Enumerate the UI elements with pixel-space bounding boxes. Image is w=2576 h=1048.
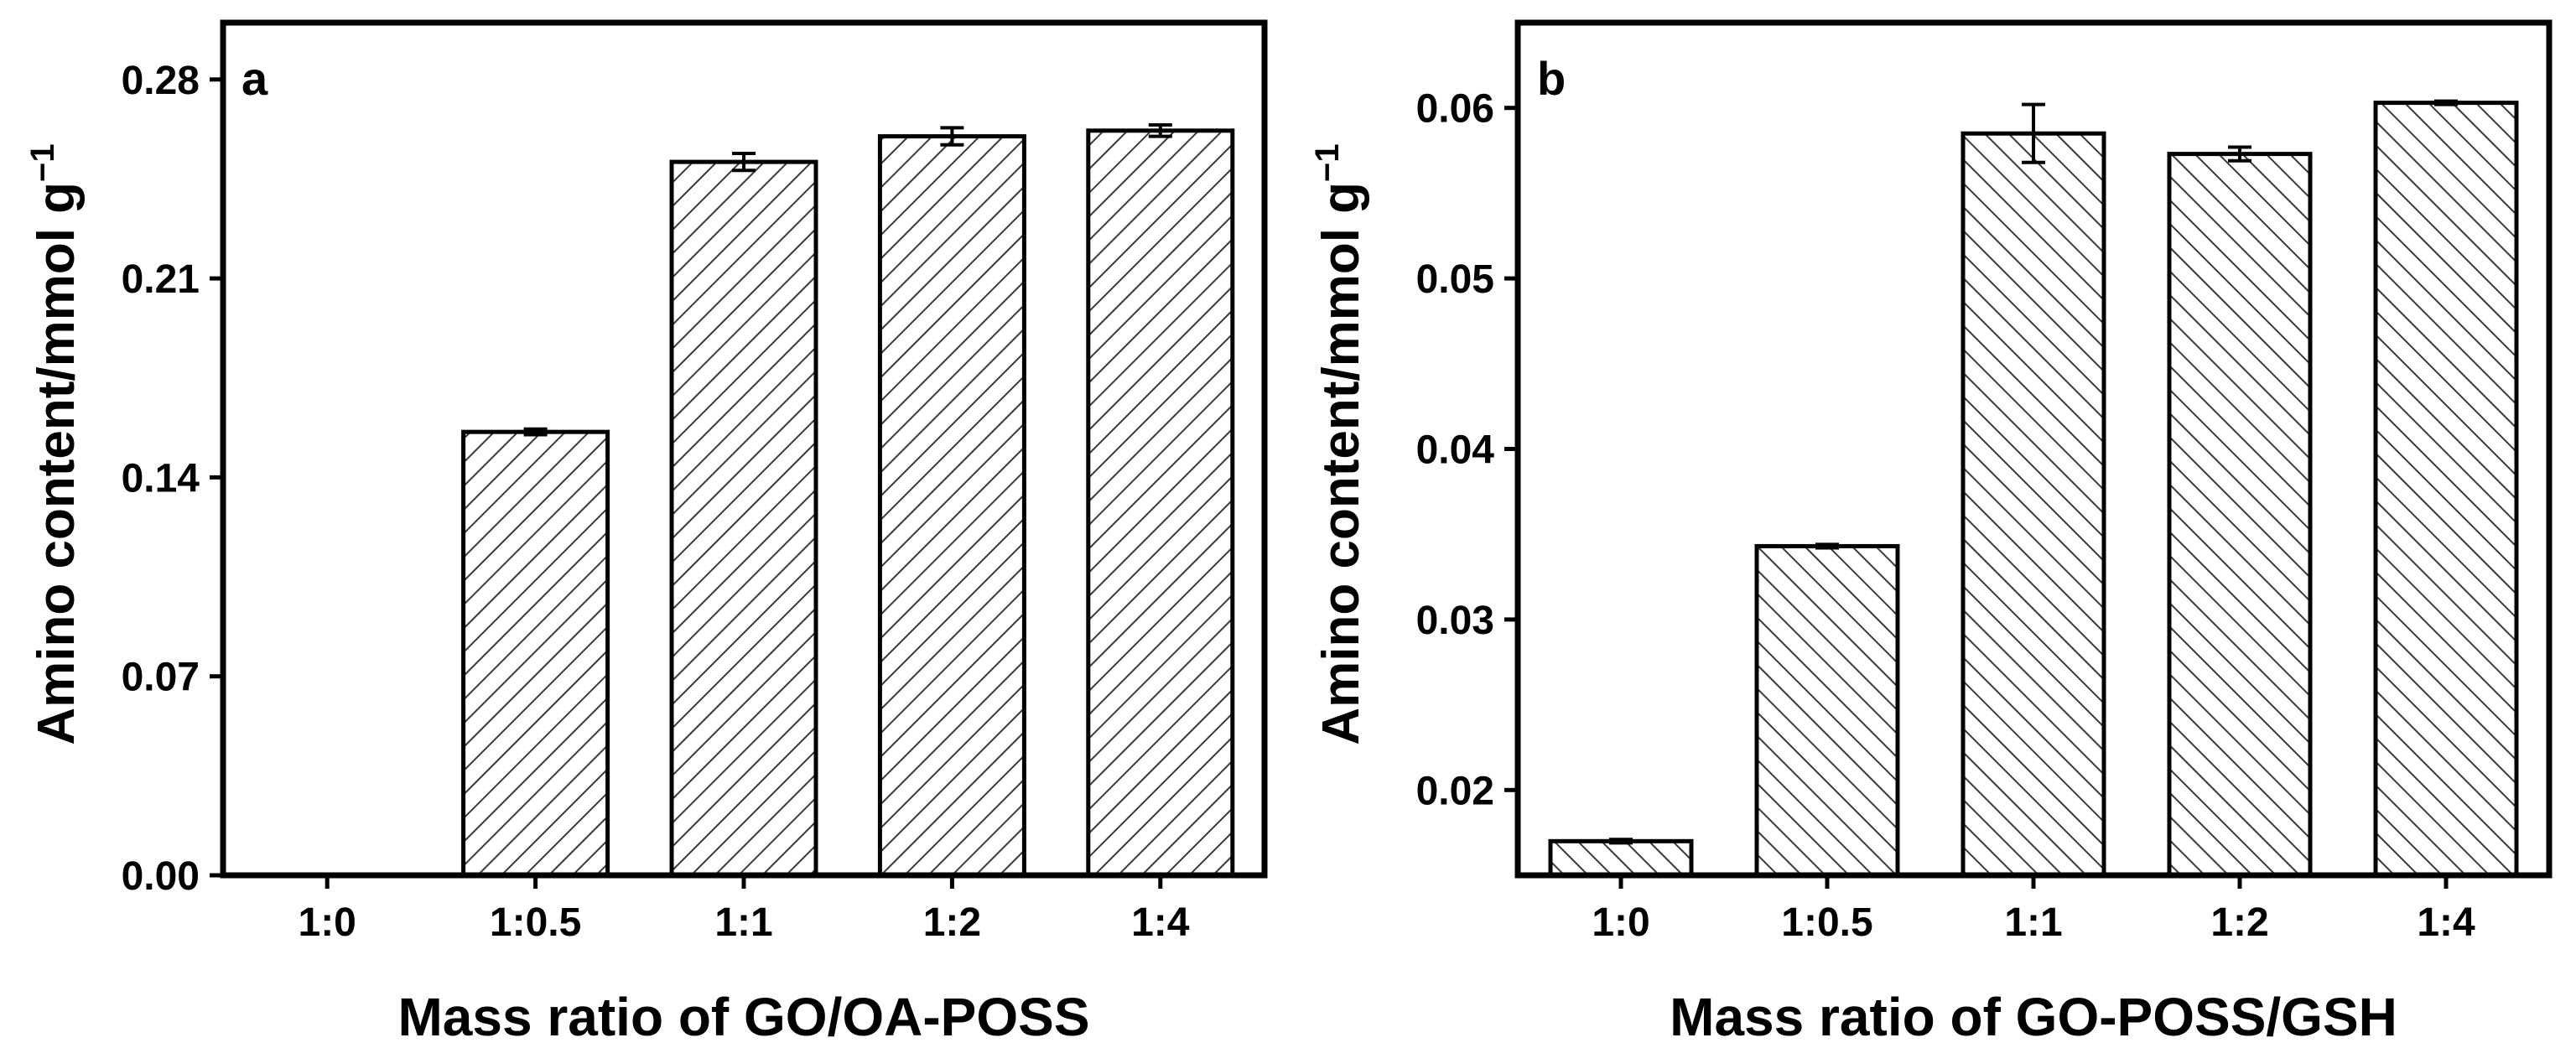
panel-b-y-tick-label: 0.06 <box>1416 87 1494 132</box>
panel-a-x-tick-label: 1:4 <box>1131 900 1190 945</box>
panel-a-bar-3 <box>669 159 818 878</box>
panel-b: 0.02 0.03 0.04 0.05 0.06 1:0 1:0.5 1:1 1:2 1:4 b… <box>1309 19 2553 1047</box>
panel-b-letter: b <box>1537 52 1566 105</box>
panel-b-x-ticks: 1:0 1:0.5 1:1 1:2 1:4 <box>1592 875 2475 945</box>
panel-b-errorbar-2 <box>1815 542 1839 550</box>
panel-b-errorbar-4 <box>2228 145 2251 163</box>
panel-b-bar-5 <box>2373 101 2519 878</box>
panel-a-y-tick-label: 0.00 <box>122 854 200 899</box>
panel-b-x-tick-label: 1:4 <box>2417 900 2475 945</box>
panel-a-plot-frame <box>220 19 1268 879</box>
panel-a-bar-4 <box>877 134 1026 878</box>
panel-a-errorbar-4 <box>940 126 964 147</box>
panel-b-y-tick-label: 0.03 <box>1416 599 1494 643</box>
panel-a-bar-2 <box>461 429 610 878</box>
panel-a-y-tick-label: 0.07 <box>122 656 200 700</box>
panel-a-y-ticks: 0.00 0.07 0.14 0.21 0.28 <box>122 59 223 899</box>
panel-a-y-tick-label: 0.28 <box>122 59 200 103</box>
panel-a-y-tick-label: 0.21 <box>122 257 200 302</box>
panel-a-x-tick-label: 1:0 <box>299 900 356 945</box>
panel-b-plot-frame <box>1514 19 2553 879</box>
panel-b-bar-4 <box>2167 152 2313 878</box>
panel-b-x-axis-title: Mass ratio of GO-POSS/GSH <box>1670 987 2397 1047</box>
panel-b-y-tick-label: 0.04 <box>1416 428 1495 473</box>
panel-a-errorbar-2 <box>523 427 548 437</box>
panel-b-errorbar-3 <box>2022 102 2045 164</box>
panel-b-bars <box>1548 101 2519 878</box>
panel-b-x-tick-label: 1:0 <box>1592 900 1649 945</box>
panel-b-bar-1 <box>1548 838 1694 878</box>
panel-a-y-tick-label: 0.14 <box>122 456 200 501</box>
panel-b-y-tick-label: 0.02 <box>1416 769 1494 813</box>
panel-b-errorbar-5 <box>2434 99 2458 106</box>
panel-a-bars <box>461 128 1235 878</box>
panel-b-x-tick-label: 1:1 <box>2004 900 2062 945</box>
panel-b-bar-3 <box>1961 131 2106 878</box>
panel-a-letter: a <box>242 52 268 105</box>
panel-a-x-tick-label: 1:2 <box>923 900 981 945</box>
panel-b-x-tick-label: 1:2 <box>2210 900 2268 945</box>
panel-b-y-tick-label: 0.05 <box>1416 257 1494 302</box>
panel-a: 0.00 0.07 0.14 0.21 0.28 1:0 1:0.5 1:1 1:2 1:4 a… <box>24 19 1268 1047</box>
panel-a-x-tick-label: 1:0.5 <box>490 900 581 945</box>
panel-b-errorbars <box>1609 99 2458 845</box>
panel-b-y-ticks: 0.02 0.03 0.04 0.05 0.06 <box>1416 87 1518 813</box>
panel-b-errorbar-1 <box>1609 838 1633 845</box>
panel-a-errorbar-3 <box>732 151 756 173</box>
panel-b-y-axis-title: Amino content/mmol g−1 <box>1309 143 1370 744</box>
panel-a-errorbar-5 <box>1148 123 1172 138</box>
panel-a-x-ticks: 1:0 1:0.5 1:1 1:2 1:4 <box>299 875 1190 945</box>
panel-a-bar-5 <box>1086 128 1235 878</box>
panel-a-y-axis-title: Amino content/mmol g−1 <box>24 143 86 744</box>
panel-a-x-axis-title: Mass ratio of GO/OA-POSS <box>397 987 1089 1047</box>
panel-b-x-tick-label: 1:0.5 <box>1781 900 1872 945</box>
panel-a-x-tick-label: 1:1 <box>714 900 772 945</box>
panel-a-errorbars <box>523 123 1172 437</box>
panel-b-bar-2 <box>1754 543 1900 878</box>
